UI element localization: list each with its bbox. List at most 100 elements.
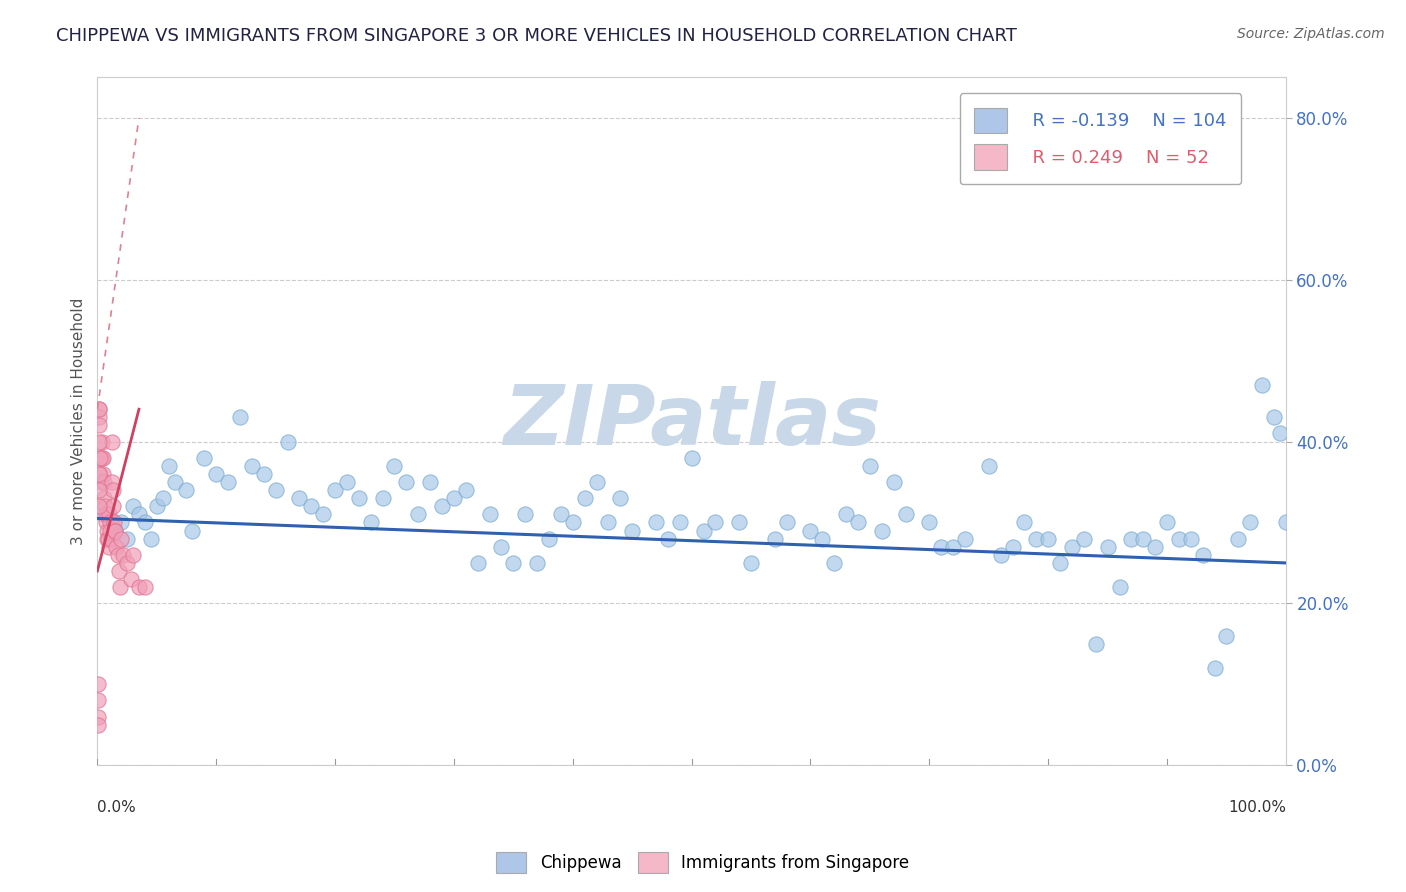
Point: [128, 580, 150, 594]
Point: [104, 524, 127, 538]
Point: [163, 475, 186, 489]
Point: [574, 491, 596, 506]
Point: [240, 458, 263, 473]
Point: [406, 508, 429, 522]
Point: [668, 516, 690, 530]
Point: [870, 524, 893, 538]
Point: [657, 532, 679, 546]
Point: [100, 524, 122, 538]
Point: [134, 516, 156, 530]
Point: [692, 524, 714, 538]
Point: [1156, 516, 1178, 530]
Point: [454, 483, 477, 497]
Y-axis label: 3 or more Vehicles in Household: 3 or more Vehicles in Household: [72, 298, 86, 545]
Point: [336, 475, 359, 489]
Point: [846, 516, 869, 530]
Point: [96, 508, 118, 522]
Point: [96, 532, 118, 546]
Point: [550, 508, 572, 522]
Point: [1132, 532, 1154, 546]
Point: [894, 508, 917, 522]
Point: [89, 500, 111, 514]
Point: [110, 516, 132, 530]
Point: [193, 450, 215, 465]
Point: [1204, 661, 1226, 675]
Point: [89, 434, 111, 449]
Text: CHIPPEWA VS IMMIGRANTS FROM SINGAPORE 3 OR MORE VEHICLES IN HOUSEHOLD CORRELATIO: CHIPPEWA VS IMMIGRANTS FROM SINGAPORE 3 …: [56, 27, 1017, 45]
Point: [1239, 516, 1261, 530]
Point: [89, 402, 111, 417]
Point: [1084, 637, 1107, 651]
Point: [91, 467, 114, 481]
Point: [918, 516, 941, 530]
Point: [645, 516, 668, 530]
Point: [347, 491, 370, 506]
Point: [101, 483, 124, 497]
Point: [91, 508, 114, 522]
Point: [89, 450, 111, 465]
Point: [1121, 532, 1143, 546]
Point: [859, 458, 882, 473]
Point: [115, 556, 138, 570]
Point: [1227, 532, 1250, 546]
Point: [100, 434, 122, 449]
Legend: Chippewa, Immigrants from Singapore: Chippewa, Immigrants from Singapore: [489, 846, 917, 880]
Point: [101, 475, 124, 489]
Point: [585, 475, 607, 489]
Point: [217, 475, 239, 489]
Point: [1025, 532, 1047, 546]
Point: [122, 500, 145, 514]
Point: [98, 516, 121, 530]
Point: [942, 540, 965, 554]
Point: [276, 434, 298, 449]
Point: [811, 532, 834, 546]
Text: 0.0%: 0.0%: [97, 799, 136, 814]
Point: [1144, 540, 1167, 554]
Point: [1251, 378, 1274, 392]
Point: [598, 516, 620, 530]
Point: [515, 508, 537, 522]
Point: [87, 418, 110, 433]
Point: [181, 524, 204, 538]
Point: [1275, 516, 1298, 530]
Point: [561, 516, 583, 530]
Point: [104, 524, 127, 538]
Point: [176, 483, 198, 497]
Point: [835, 508, 858, 522]
Point: [139, 532, 162, 546]
Point: [1168, 532, 1191, 546]
Point: [799, 524, 821, 538]
Point: [146, 500, 169, 514]
Point: [87, 402, 110, 417]
Point: [1097, 540, 1119, 554]
Point: [87, 718, 110, 732]
Point: [103, 516, 125, 530]
Point: [288, 491, 311, 506]
Point: [205, 467, 228, 481]
Point: [1014, 516, 1036, 530]
Point: [740, 556, 762, 570]
Point: [157, 458, 180, 473]
Point: [229, 410, 252, 425]
Point: [776, 516, 799, 530]
Point: [1215, 629, 1237, 643]
Point: [478, 508, 501, 522]
Point: [502, 556, 524, 570]
Point: [93, 491, 115, 506]
Point: [107, 564, 129, 578]
Point: [371, 491, 394, 506]
Point: [91, 450, 114, 465]
Point: [1268, 426, 1291, 441]
Point: [1180, 532, 1202, 546]
Point: [100, 532, 122, 546]
Point: [360, 516, 382, 530]
Point: [1263, 410, 1285, 425]
Point: [704, 516, 727, 530]
Text: ZIPatlas: ZIPatlas: [503, 381, 880, 462]
Legend:   R = -0.139    N = 104,   R = 0.249    N = 52: R = -0.139 N = 104, R = 0.249 N = 52: [960, 94, 1241, 184]
Point: [443, 491, 465, 506]
Point: [419, 475, 441, 489]
Point: [728, 516, 751, 530]
Point: [90, 475, 112, 489]
Point: [120, 572, 142, 586]
